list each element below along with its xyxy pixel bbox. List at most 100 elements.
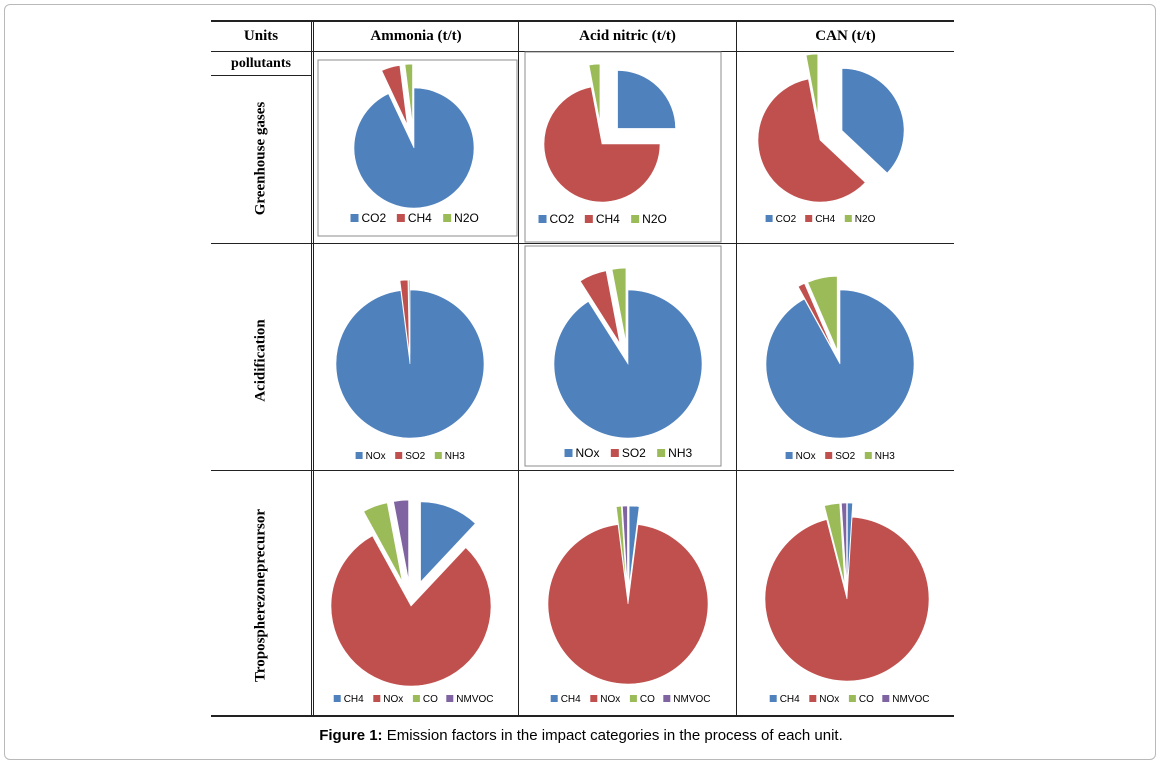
caption-text: Emission factors in the impact categorie… xyxy=(382,727,843,744)
legend-swatch-nh3 xyxy=(864,452,872,459)
legend-label-ch4: CH4 xyxy=(596,212,620,226)
legend-swatch-co xyxy=(848,695,856,702)
pie-slice-ch4 xyxy=(847,502,853,586)
pie-chart: NOx SO2 NH3 xyxy=(524,245,722,467)
legend-label-n2o: N2O xyxy=(642,212,667,226)
legend-swatch-nmvoc xyxy=(446,695,454,702)
col-rule-1 xyxy=(311,21,312,717)
legend-swatch-ch4 xyxy=(550,695,558,702)
pie-chart: NOx SO2 NH3 xyxy=(335,279,485,462)
legend-label-ch4: CH4 xyxy=(561,694,581,705)
legend-swatch-co2 xyxy=(765,215,773,222)
legend-swatch-so2 xyxy=(610,449,619,457)
legend-swatch-ch4 xyxy=(396,214,405,222)
legend-label-so2: SO2 xyxy=(405,451,425,462)
header-units: Units xyxy=(243,27,279,44)
pie-slice-nox xyxy=(335,289,485,439)
legend-swatch-nox xyxy=(785,452,793,459)
figure-frame xyxy=(4,4,1156,760)
chart-frame xyxy=(524,51,722,243)
pie-slice-co2 xyxy=(617,70,676,129)
caption-label: Figure 1: xyxy=(319,727,383,744)
pie-chart: CH4 NOx CO NMVOC xyxy=(330,499,494,705)
legend-swatch-nmvoc xyxy=(882,695,890,702)
legend-label-nmvoc: NMVOC xyxy=(892,694,929,705)
legend-swatch-ch4 xyxy=(805,215,813,222)
legend-swatch-nox xyxy=(373,695,381,702)
col-rule-3 xyxy=(736,21,737,717)
subheader-rule xyxy=(211,75,311,76)
legend-label-nox: NOx xyxy=(366,451,386,462)
legend-swatch-n2o xyxy=(443,214,452,222)
legend-label-ch4: CH4 xyxy=(780,694,800,705)
col-rule-2 xyxy=(518,21,519,717)
table-bottom-rule xyxy=(211,715,954,717)
pie-slice-nmvoc xyxy=(622,505,628,587)
pie-slice-co xyxy=(824,503,846,586)
legend-label-nh3: NH3 xyxy=(875,451,895,462)
legend-swatch-co2 xyxy=(350,214,359,222)
legend-swatch-so2 xyxy=(825,452,833,459)
legend-swatch-nox xyxy=(355,452,363,459)
header-can: CAN (t/t) xyxy=(815,27,876,44)
legend-swatch-ch4 xyxy=(769,695,777,702)
row-rule-1 xyxy=(211,243,954,244)
pie-slice-co xyxy=(615,505,627,587)
pie-slice-ch4 xyxy=(420,501,476,583)
legend-label-co: CO xyxy=(423,694,438,705)
pie-slice-n2o xyxy=(404,63,413,125)
subheader-pollutants: pollutants xyxy=(231,55,291,71)
pie-slice-ch4 xyxy=(543,86,661,203)
legend-swatch-nox xyxy=(590,695,598,702)
pie-slice-co xyxy=(363,502,403,582)
legend-label-co2: CO2 xyxy=(362,211,387,225)
pie-slice-nh3 xyxy=(408,279,411,355)
pie-slice-so2 xyxy=(399,279,410,355)
legend-label-nmvoc: NMVOC xyxy=(456,694,493,705)
pie-chart: NOx SO2 NH3 xyxy=(765,275,915,462)
chart-frame xyxy=(524,245,722,467)
legend-swatch-n2o xyxy=(631,215,640,223)
pie-chart: CH4 NOx CO NMVOC xyxy=(547,505,711,705)
figure-caption: Figure 1: Emission factors in the impact… xyxy=(0,727,1162,744)
pie-slice-nh3 xyxy=(611,267,627,343)
table-top-rule xyxy=(211,20,954,22)
legend-label-nox: NOx xyxy=(796,451,816,462)
legend-label-nh3: NH3 xyxy=(668,446,692,460)
pie-slice-ch4 xyxy=(628,505,640,587)
row-rule-2 xyxy=(211,470,954,471)
legend-label-so2: SO2 xyxy=(835,451,855,462)
pie-slice-nmvoc xyxy=(393,499,409,581)
pie-slice-nmvoc xyxy=(841,502,847,586)
legend-swatch-nox xyxy=(564,449,573,457)
pie-slice-n2o xyxy=(588,63,601,123)
legend-swatch-nh3 xyxy=(657,449,666,457)
legend-label-so2: SO2 xyxy=(622,446,646,460)
legend-label-nox: NOx xyxy=(576,446,600,460)
chart-frame xyxy=(317,59,518,237)
col-rule-1b xyxy=(313,21,314,717)
legend-label-ch4: CH4 xyxy=(815,214,835,225)
pie-slice-nox xyxy=(330,535,492,687)
legend-swatch-nox xyxy=(809,695,817,702)
pie-slice-nox xyxy=(765,289,915,439)
pie-chart: CO2 CH4 N2O xyxy=(317,59,518,237)
legend-label-nox: NOx xyxy=(383,694,403,705)
pie-chart: CO2 CH4 N2O xyxy=(757,53,905,225)
pie-slice-ch4 xyxy=(381,65,408,126)
legend-label-co: CO xyxy=(640,694,655,705)
pie-slice-nox xyxy=(553,289,703,439)
legend-label-nox: NOx xyxy=(600,694,620,705)
pie-slice-so2 xyxy=(797,283,835,352)
pie-slice-co2 xyxy=(841,68,905,174)
legend-label-ch4: CH4 xyxy=(344,694,364,705)
pie-chart: CH4 NOx CO NMVOC xyxy=(764,502,930,705)
pie-slice-so2 xyxy=(579,270,621,344)
pie-slice-n2o xyxy=(805,53,819,117)
legend-label-nmvoc: NMVOC xyxy=(673,694,710,705)
legend-label-nh3: NH3 xyxy=(445,451,465,462)
legend-label-ch4: CH4 xyxy=(408,211,432,225)
pie-chart: CO2 CH4 N2O xyxy=(524,51,722,243)
header-acid-nitric: Acid nitric (t/t) xyxy=(579,27,676,44)
